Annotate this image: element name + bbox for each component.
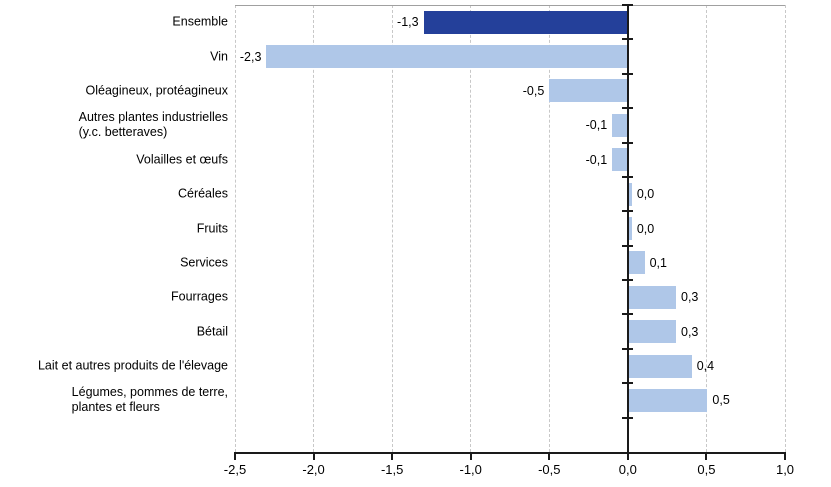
axis-tick [621, 279, 633, 282]
value-label: -2,3 [239, 49, 262, 64]
gridline [470, 5, 472, 452]
x-axis-tick [548, 454, 551, 460]
axis-tick [621, 38, 633, 41]
x-axis-tick [391, 454, 394, 460]
axis-tick [621, 107, 633, 110]
x-axis-tick [312, 454, 315, 460]
axis-tick [621, 416, 633, 419]
bar [612, 113, 628, 137]
x-axis-tick [234, 454, 236, 460]
axis-tick [621, 313, 633, 316]
x-tick-label: 1,0 [775, 462, 795, 477]
bar [549, 79, 628, 103]
axis-tick [621, 72, 633, 75]
category-label: Services [180, 255, 228, 270]
gridline [391, 5, 393, 452]
bar [628, 217, 632, 240]
gridline [548, 5, 550, 452]
x-axis [234, 452, 786, 454]
value-label: 0,0 [636, 187, 655, 202]
bar [628, 182, 632, 206]
value-label: 0,4 [696, 359, 715, 374]
x-axis-tick [469, 454, 472, 460]
category-label: Légumes, pommes de terre, plantes et fle… [71, 385, 228, 415]
x-axis-tick [626, 454, 629, 460]
axis-tick [621, 210, 633, 213]
value-label: -0,5 [522, 83, 545, 98]
x-tick-label: 0,5 [697, 462, 716, 477]
axis-tick [621, 347, 633, 350]
category-label: Céréales [177, 186, 228, 201]
x-tick-label: -2,0 [302, 462, 325, 477]
gridline [234, 5, 236, 452]
value-label: 0,3 [681, 290, 699, 305]
x-tick-label: -2,5 [223, 462, 247, 477]
zero-axis-line [626, 5, 629, 452]
bar [612, 148, 628, 172]
value-label: 0,0 [636, 221, 655, 236]
category-label: Fourrages [171, 289, 228, 304]
axis-tick [621, 244, 633, 247]
x-axis-tick [784, 454, 786, 460]
bar [423, 10, 628, 34]
value-label: -1,3 [397, 15, 419, 30]
x-tick-label: -1,0 [459, 462, 482, 477]
category-label: Autres plantes industrielles (y.c. bette… [78, 110, 228, 140]
value-label: -0,1 [585, 152, 608, 167]
bar [628, 285, 676, 309]
gridline [784, 5, 786, 452]
x-axis-tick [705, 454, 708, 460]
x-tick-label: -0,5 [538, 462, 561, 477]
category-label: Oléagineux, protéagineux [85, 83, 228, 98]
value-label: 0,5 [712, 393, 730, 408]
value-label: -0,1 [585, 118, 608, 133]
category-label: Ensemble [172, 14, 228, 29]
axis-tick [621, 141, 633, 144]
category-label: Vin [210, 49, 228, 64]
axis-tick [621, 4, 633, 6]
plot-top-border [235, 5, 785, 6]
axis-tick [621, 382, 633, 385]
x-tick-label: -1,5 [380, 462, 404, 477]
bar [628, 354, 692, 378]
value-label: 0,1 [649, 255, 667, 270]
category-label: Fruits [196, 221, 228, 235]
x-tick-label: 0,0 [618, 462, 637, 477]
category-label: Bétail [196, 324, 228, 339]
gridline [705, 5, 707, 452]
bar [628, 388, 708, 412]
bar [628, 251, 645, 275]
gridline [313, 5, 315, 452]
category-label: Volailles et œufs [136, 152, 228, 167]
bar [628, 320, 676, 344]
bar [266, 45, 628, 69]
category-label: Lait et autres produits de l'élevage [37, 358, 228, 373]
axis-tick [621, 175, 633, 178]
value-label: 0,3 [681, 324, 699, 339]
